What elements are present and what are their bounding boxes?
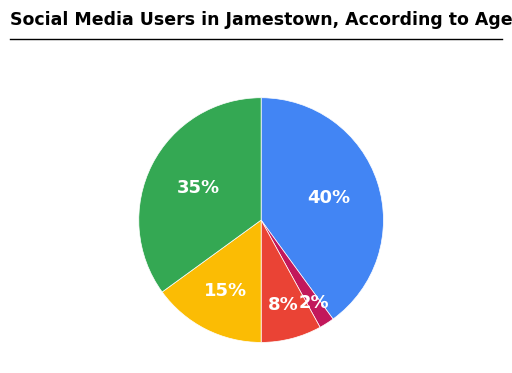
Text: 15%: 15% (203, 282, 247, 300)
Wedge shape (261, 98, 383, 319)
Text: Social Media Users in Jamestown, According to Age Group (2018): Social Media Users in Jamestown, Accordi… (10, 11, 512, 29)
Wedge shape (162, 220, 261, 342)
Wedge shape (139, 98, 261, 292)
Wedge shape (261, 220, 333, 327)
Text: 40%: 40% (307, 189, 350, 207)
Text: 35%: 35% (176, 179, 220, 197)
Text: 8%: 8% (268, 297, 298, 314)
Text: 2%: 2% (298, 294, 329, 312)
Wedge shape (261, 220, 320, 342)
